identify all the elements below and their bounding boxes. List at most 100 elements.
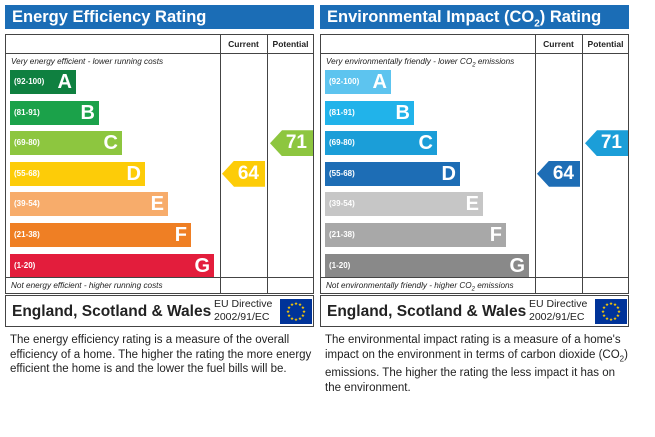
band-range: (21-38): [14, 230, 40, 239]
rating-band-g: (1-20) G: [325, 253, 529, 278]
rating-band-d: (55-68) D: [10, 161, 145, 186]
rating-band-f: (21-38) F: [325, 223, 506, 247]
svg-text:★: ★: [605, 302, 609, 308]
svg-text:★: ★: [605, 316, 609, 322]
rating-band-a: (92-100) A: [325, 70, 391, 94]
svg-text:★: ★: [287, 305, 291, 311]
environment-panel-title: Environmental Impact (CO2) Rating: [320, 5, 629, 29]
rating-band-a: (92-100) A: [10, 70, 76, 94]
svg-text:★: ★: [616, 313, 620, 319]
rating-band-f: (21-38) F: [10, 223, 191, 247]
svg-text:★: ★: [287, 313, 291, 319]
column-divider: [220, 35, 221, 293]
svg-text:★: ★: [286, 309, 290, 315]
footer-divider: [6, 277, 313, 278]
energy-panel-title: Energy Efficiency Rating: [5, 5, 314, 29]
band-letter: B: [80, 101, 95, 124]
top-note: Very energy efficient - lower running co…: [11, 57, 164, 66]
band-range: (69-80): [14, 138, 40, 148]
rating-band-b: (81-91) B: [10, 100, 99, 125]
svg-text:★: ★: [301, 313, 305, 319]
band-range: (39-54): [14, 199, 40, 209]
band-letter: D: [126, 162, 141, 185]
band-range: (21-38): [329, 230, 355, 239]
band-letter: C: [418, 132, 433, 155]
header-divider: [321, 53, 628, 54]
current-column-header: Current: [228, 39, 259, 49]
band-range: (92-100): [329, 77, 360, 86]
band-range: (55-68): [14, 168, 40, 178]
band-letter: D: [441, 162, 456, 185]
svg-text:★: ★: [613, 316, 617, 322]
band-letter: F: [174, 224, 187, 246]
energy-chart: Current Potential Very energy efficient …: [5, 34, 314, 294]
rating-band-g: (1-20) G: [10, 253, 214, 278]
potential-rating-arrow: 71: [270, 130, 313, 157]
band-range: (81-91): [14, 107, 40, 117]
svg-text:★: ★: [601, 309, 605, 315]
band-letter: E: [150, 193, 164, 216]
band-letter: E: [465, 193, 479, 216]
band-range: (55-68): [329, 168, 355, 178]
header-divider: [6, 53, 313, 54]
band-range: (81-91): [329, 107, 355, 117]
potential-rating-arrow: 71: [585, 130, 628, 157]
band-letter: G: [194, 254, 210, 277]
eu-directive-label: EU Directive 2002/91/EC: [214, 298, 273, 323]
band-range: (1-20): [329, 260, 351, 270]
potential-column-header: Potential: [272, 39, 309, 49]
current-rating-arrow: 64: [222, 160, 265, 187]
svg-text:★: ★: [609, 301, 613, 307]
potential-column-header: Potential: [587, 39, 624, 49]
environmental-impact-panel: Environmental Impact (CO2) Rating Curren…: [320, 5, 629, 394]
country-label: England, Scotland & Wales: [12, 303, 212, 320]
svg-text:★: ★: [290, 316, 294, 322]
environment-chart: Current Potential Very environmentally f…: [320, 34, 629, 294]
band-range: (69-80): [329, 138, 355, 148]
svg-text:★: ★: [290, 302, 294, 308]
svg-text:★: ★: [298, 302, 302, 308]
column-divider: [267, 35, 268, 293]
svg-text:★: ★: [609, 317, 613, 323]
svg-text:★: ★: [302, 309, 306, 315]
rating-band-b: (81-91) B: [325, 100, 414, 125]
svg-text:★: ★: [602, 305, 606, 311]
eu-directive-label: EU Directive 2002/91/EC: [529, 298, 588, 323]
svg-text:★: ★: [294, 301, 298, 307]
column-divider: [582, 35, 583, 293]
eu-flag-icon: ★ ★ ★ ★ ★ ★ ★ ★ ★ ★ ★ ★: [595, 299, 627, 324]
svg-text:★: ★: [613, 302, 617, 308]
current-column-header: Current: [543, 39, 574, 49]
environment-footer: England, Scotland & Wales EU Directive 2…: [320, 295, 629, 327]
rating-band-d: (55-68) D: [325, 161, 460, 186]
band-letter: G: [509, 254, 525, 277]
energy-efficiency-panel: Energy Efficiency Rating Current Potenti…: [5, 5, 314, 375]
current-rating-arrow: 64: [537, 160, 580, 187]
energy-description: The energy efficiency rating is a measur…: [10, 334, 312, 375]
band-range: (92-100): [14, 77, 45, 86]
band-letter: C: [103, 132, 118, 155]
svg-text:★: ★: [602, 313, 606, 319]
svg-text:★: ★: [298, 316, 302, 322]
rating-band-c: (69-80) C: [10, 131, 122, 156]
rating-band-e: (39-54) E: [10, 192, 168, 217]
bottom-note: Not energy efficient - higher running co…: [11, 281, 163, 290]
bottom-note: Not environmentally friendly - higher CO…: [326, 281, 514, 293]
band-letter: F: [489, 224, 502, 246]
band-letter: A: [57, 71, 72, 93]
country-label: England, Scotland & Wales: [327, 303, 527, 320]
svg-text:★: ★: [616, 305, 620, 311]
rating-band-c: (69-80) C: [325, 131, 437, 156]
band-range: (39-54): [329, 199, 355, 209]
band-letter: A: [372, 71, 387, 93]
top-note: Very environmentally friendly - lower CO…: [326, 57, 515, 69]
band-range: (1-20): [14, 260, 36, 270]
svg-text:★: ★: [301, 305, 305, 311]
band-letter: B: [395, 101, 410, 124]
column-divider: [535, 35, 536, 293]
eu-flag-icon: ★ ★ ★ ★ ★ ★ ★ ★ ★ ★ ★ ★: [280, 299, 312, 324]
environment-description: The environmental impact rating is a mea…: [325, 334, 628, 394]
svg-text:★: ★: [294, 317, 298, 323]
svg-text:★: ★: [617, 309, 621, 315]
rating-band-e: (39-54) E: [325, 192, 483, 217]
